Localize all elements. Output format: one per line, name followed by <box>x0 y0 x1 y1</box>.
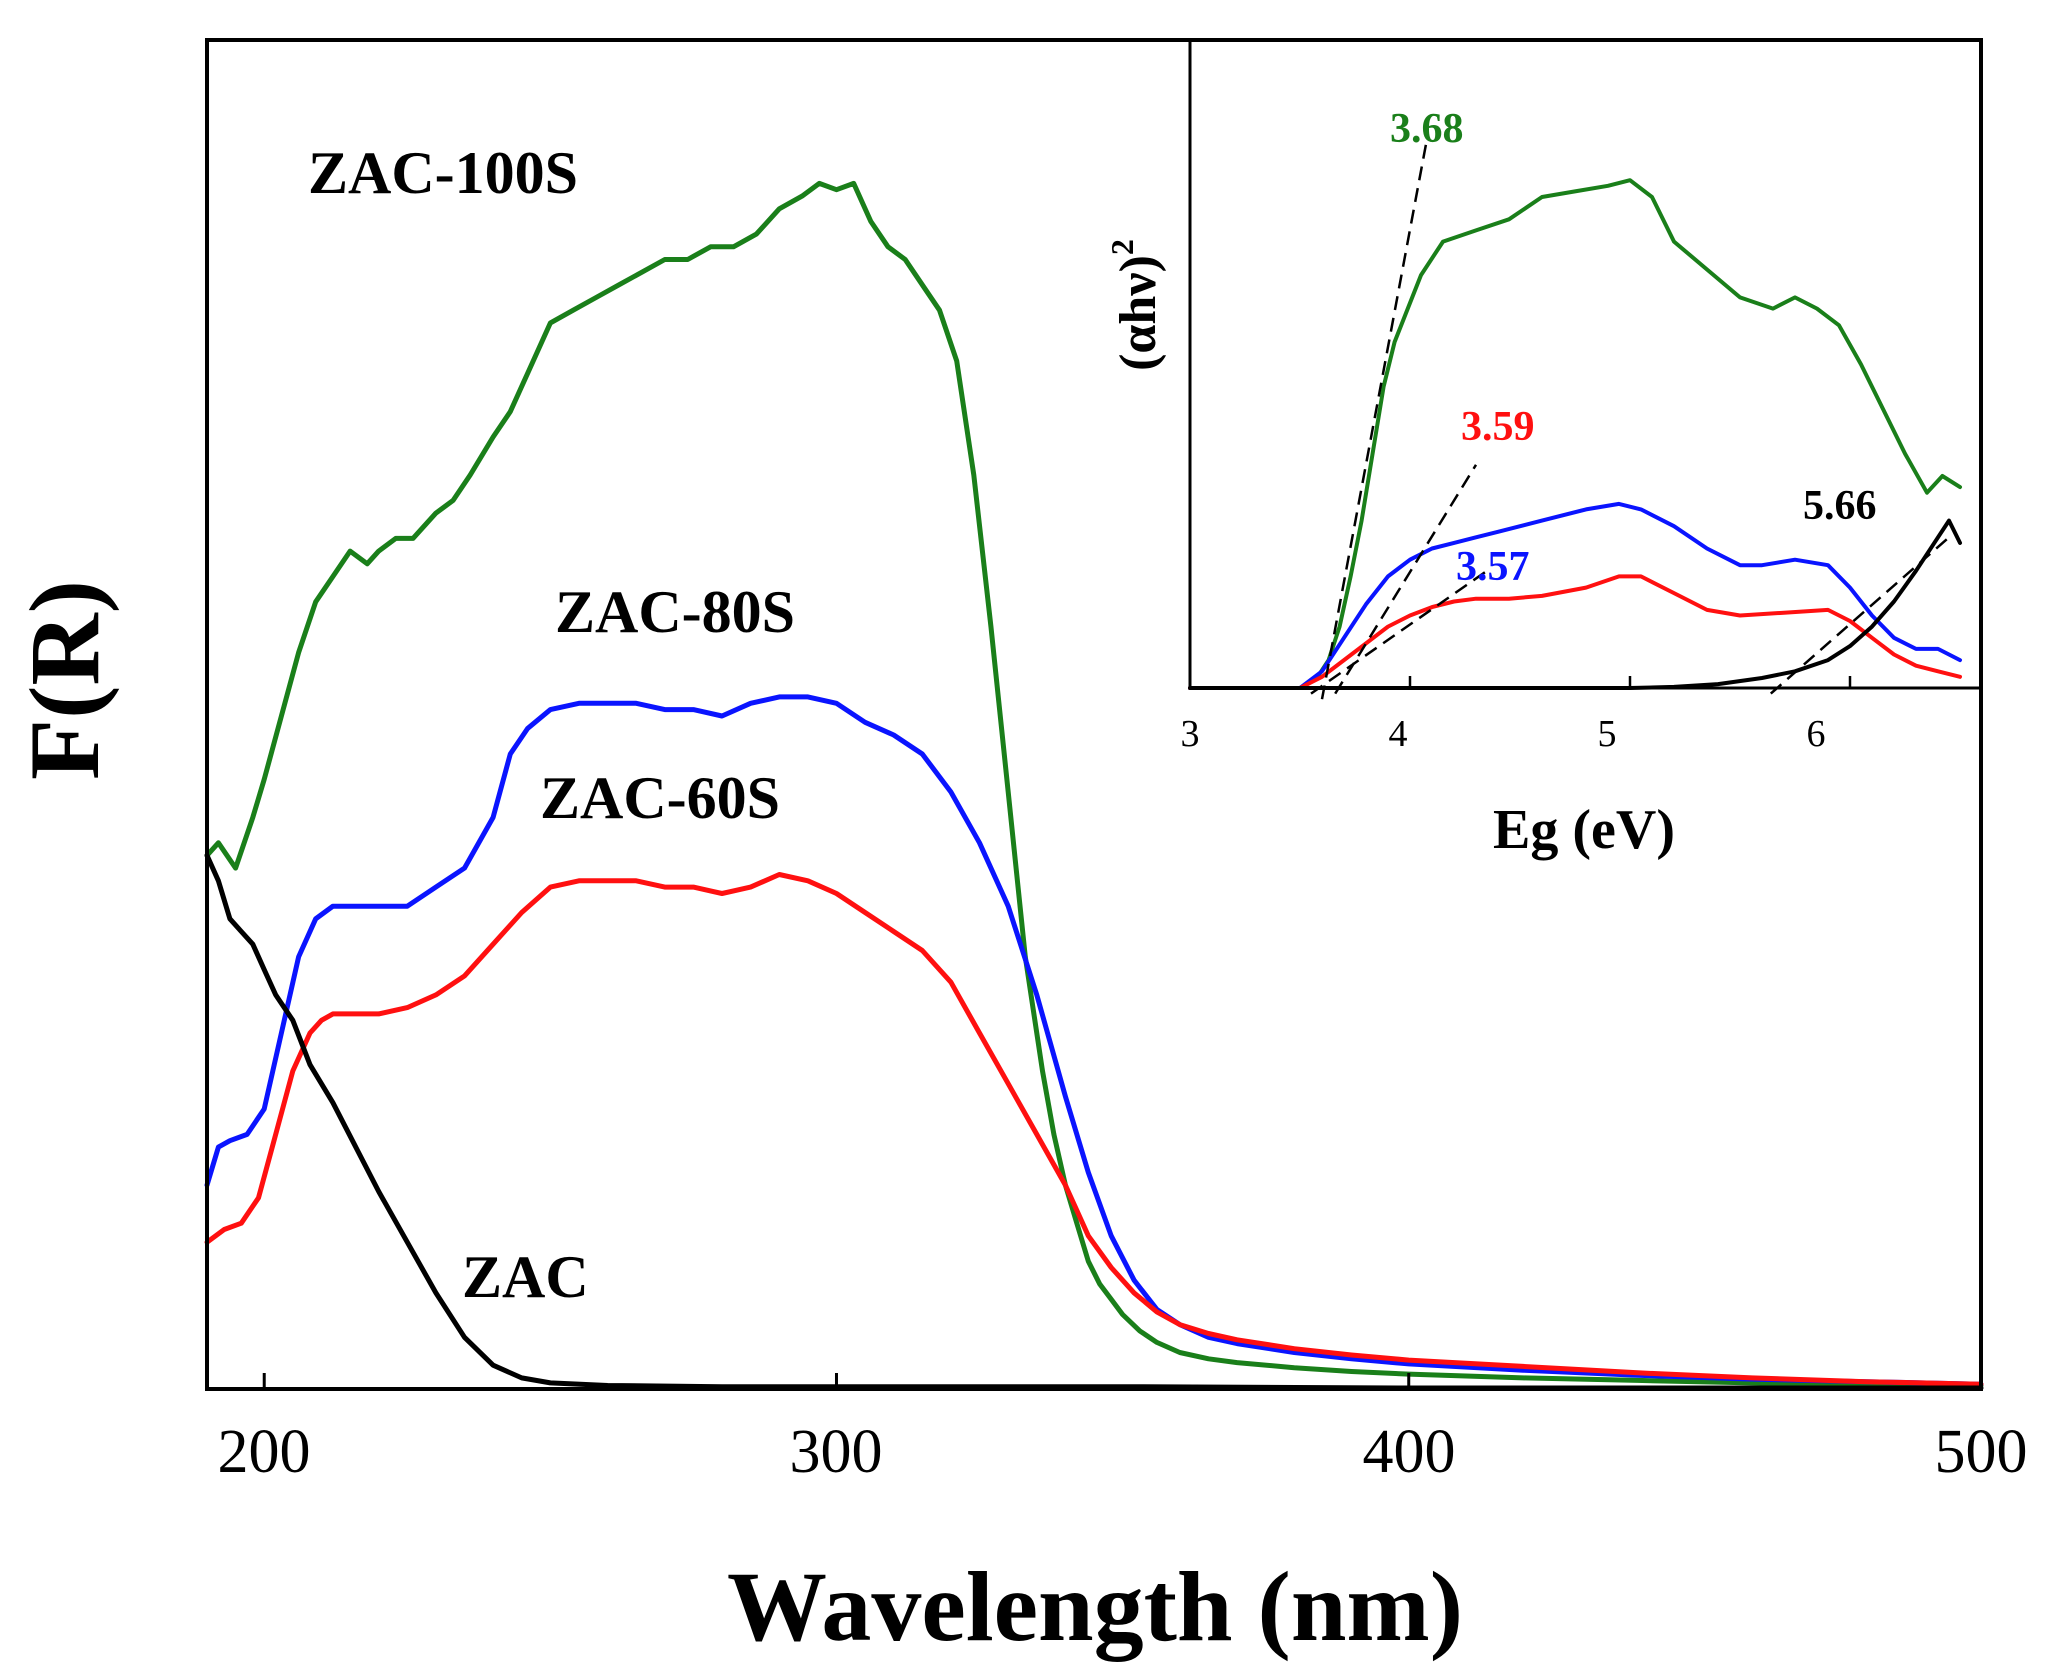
inset-x-tick-label-5: 5 <box>1598 713 1617 755</box>
main-plot-frame <box>205 38 1983 1391</box>
band-gap-label-zac-60s: 3.59 <box>1461 404 1535 450</box>
band-gap-label-zac-80s: 3.57 <box>1456 544 1530 590</box>
main-series-line-zac-60s <box>204 872 1984 1387</box>
main-x-tick-label-400: 400 <box>1363 1418 1456 1486</box>
inset-tangent-zac-100s-tangent <box>1320 135 1429 700</box>
main-series-line-zac-100s <box>204 180 1984 1388</box>
series-label-zac: ZAC <box>462 1244 589 1310</box>
inset-tangent-zac-80s-tangent <box>1334 464 1478 695</box>
inset-series-line-zac-80s <box>1188 501 1962 690</box>
series-label-zac-60s: ZAC-60S <box>540 765 780 831</box>
inset-series-line-zac-60s <box>1188 574 1962 690</box>
series-label-zac-80s: ZAC-80S <box>555 579 795 645</box>
main-series-line-zac-80s <box>204 694 1984 1387</box>
inset-tangent-zac-tangent <box>1769 536 1950 695</box>
inset-tangent-zac-60s-tangent <box>1310 569 1488 695</box>
inset-y-axis-title-base: (αhν) <box>1110 255 1167 371</box>
inset-y-axis-title: (αhν)2 <box>1104 239 1167 371</box>
inset-tangent-lines <box>1310 135 1950 700</box>
inset-x-tick-label-4: 4 <box>1389 713 1408 755</box>
inset-x-tick-label-3: 3 <box>1181 713 1200 755</box>
main-plot-series <box>204 180 1984 1391</box>
inset-series-line-zac-100s <box>1188 178 1962 690</box>
inset-x-ticks <box>1188 676 1852 688</box>
series-label-zac-100s: ZAC-100S <box>308 140 578 206</box>
band-gap-label-zac: 5.66 <box>1803 483 1877 529</box>
main-y-axis-title: F(R) <box>9 580 120 780</box>
inset-y-axis-title-superscript: 2 <box>1104 239 1140 255</box>
main-x-tick-label-500: 500 <box>1935 1418 2028 1486</box>
main-x-tick-label-300: 300 <box>790 1418 883 1486</box>
band-gap-label-zac-100s: 3.68 <box>1390 106 1464 152</box>
main-x-ticks <box>262 1373 1983 1389</box>
inset-x-axis-title: Eg (eV) <box>1493 799 1675 861</box>
inset-x-tick-label-6: 6 <box>1807 713 1826 755</box>
main-x-axis-title: Wavelength (nm) <box>727 1551 1463 1662</box>
main-x-tick-label-200: 200 <box>218 1418 311 1486</box>
